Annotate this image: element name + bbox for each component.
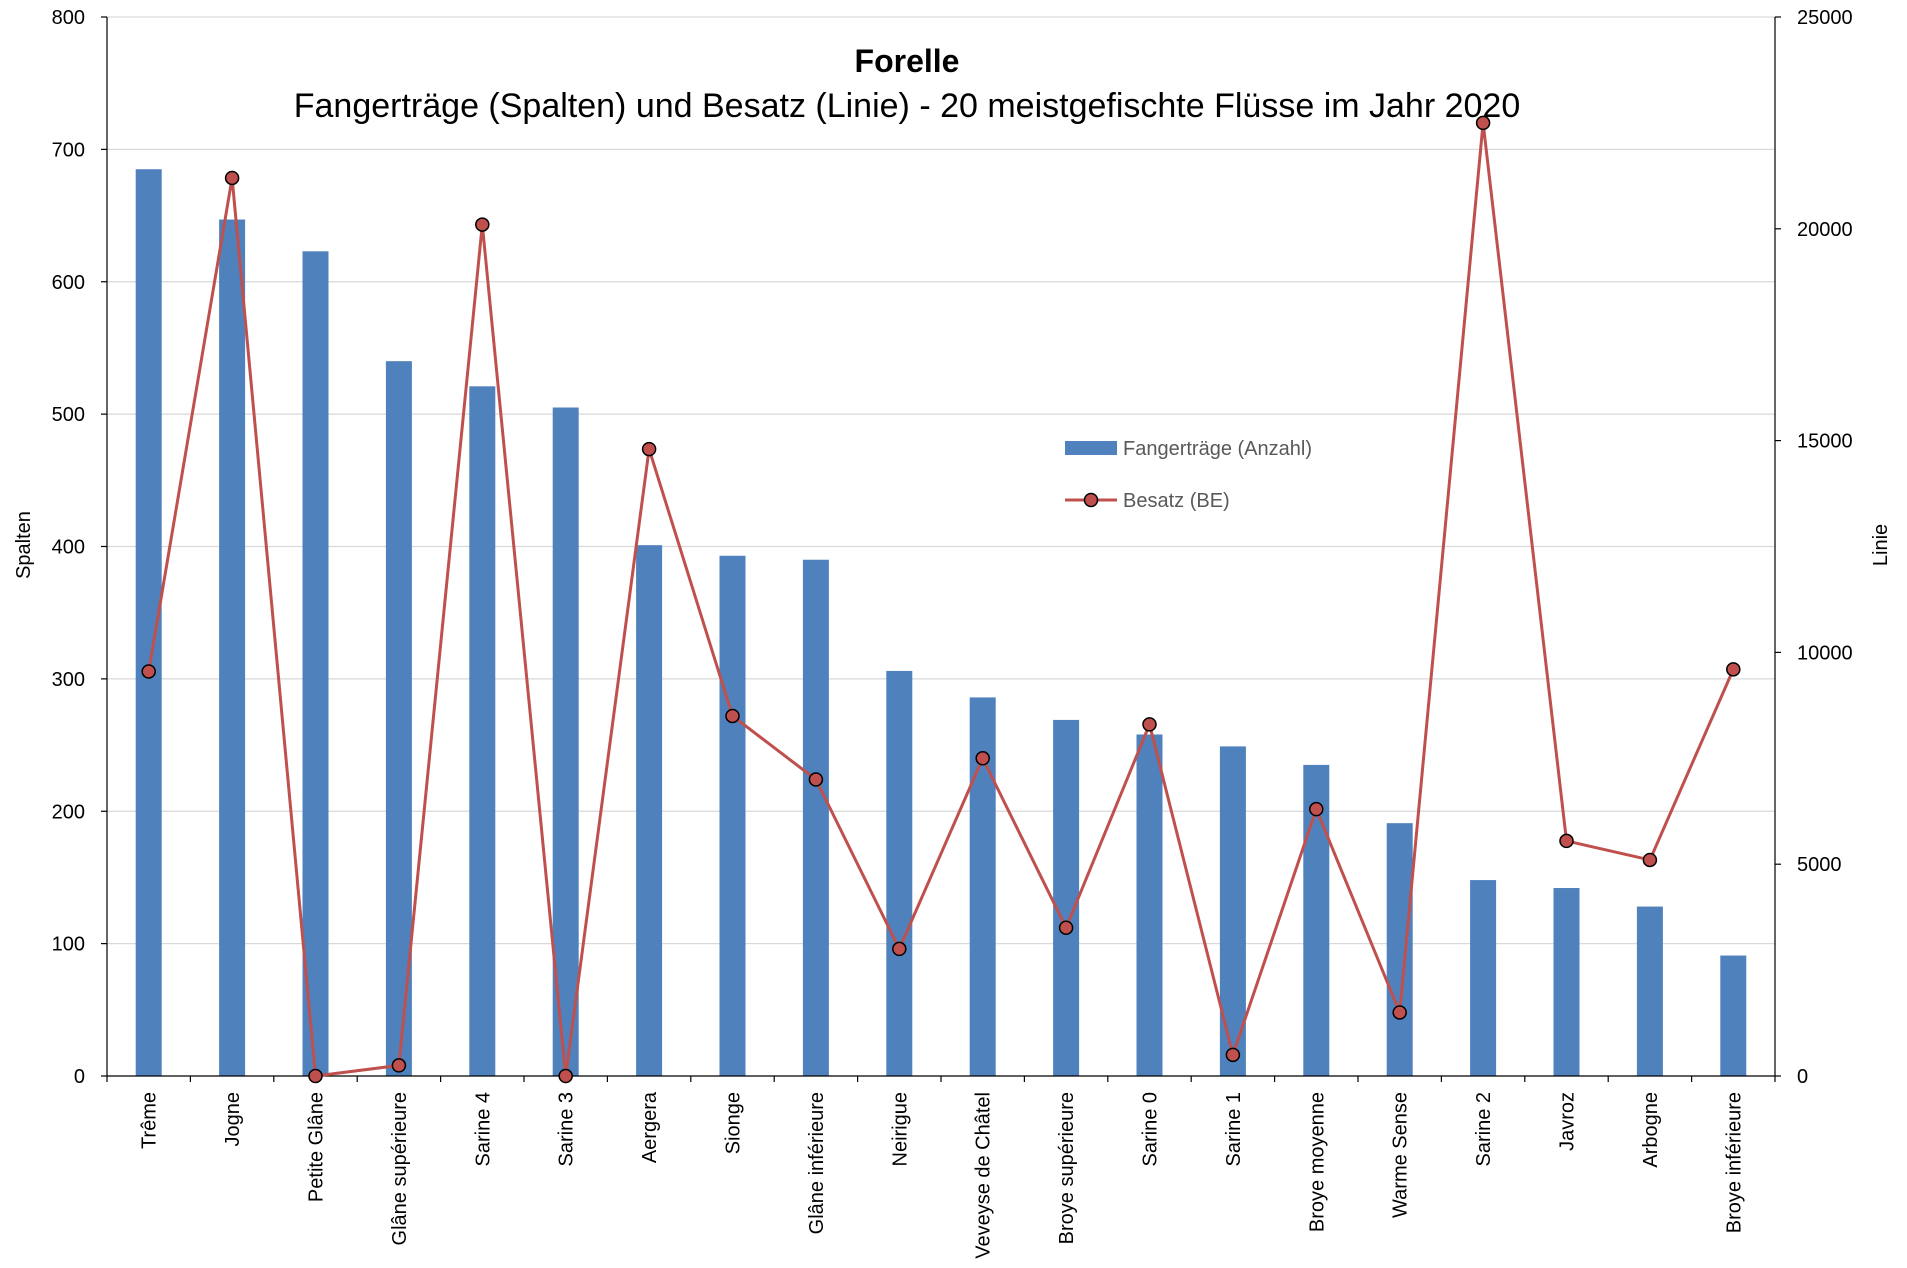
besatz-point-6: [641, 441, 657, 457]
bar-2: [302, 251, 329, 1076]
legend-label-bar: Fangerträge (Anzahl): [1123, 438, 1312, 460]
besatz-point-4: [475, 217, 490, 232]
chart-title: Forelle: [855, 43, 960, 79]
x-tick-label-6: Aergera: [639, 1091, 661, 1163]
bar-3: [385, 361, 412, 1076]
y-left-tick-label-2: 200: [52, 801, 85, 823]
x-tick-label-12: Sarine 0: [1140, 1092, 1162, 1167]
x-tick-label-1: Jogne: [222, 1092, 244, 1147]
bar-16: [1470, 880, 1497, 1076]
y-left-tick-label-6: 600: [52, 272, 85, 294]
y-right-tick-label-5: 25000: [1797, 7, 1853, 29]
x-tick-label-8: Glâne inférieure: [806, 1092, 828, 1234]
besatz-point-15: [1392, 1005, 1407, 1020]
y-axis-left-title: Spalten: [13, 511, 35, 579]
x-tick-label-5: Sarine 3: [556, 1092, 578, 1167]
x-tick-label-10: Veveyse de Châtel: [973, 1092, 995, 1259]
bar-series-fangertraege: [135, 169, 1747, 1077]
besatz-point-18: [1642, 852, 1658, 868]
bar-9: [886, 670, 913, 1076]
besatz-point-16: [1475, 115, 1491, 131]
x-tick-label-2: Petite Glâne: [306, 1092, 328, 1202]
besatz-point-5: [558, 1068, 573, 1084]
legend-swatch-marker: [1083, 492, 1099, 508]
besatz-point-3: [391, 1058, 407, 1073]
bar-14: [1303, 764, 1330, 1076]
besatz-point-1: [224, 170, 240, 186]
bar-8: [802, 559, 829, 1076]
y-right-tick-label-3: 15000: [1797, 431, 1853, 453]
bar-15: [1386, 823, 1413, 1076]
besatz-point-11: [1058, 920, 1074, 935]
x-tick-label-3: Glâne supérieure: [389, 1092, 411, 1245]
legend-swatch-bar: [1065, 441, 1117, 455]
axes: [101, 16, 1781, 1082]
besatz-point-8: [808, 772, 824, 787]
y-right-tick-label-1: 5000: [1797, 854, 1842, 876]
category-labels: Trême Jogne Petite Glâne Glâne supérieure Sa…: [139, 1091, 1746, 1259]
x-tick-label-19: Broye inférieure: [1723, 1092, 1745, 1233]
y-left-tick-label-4: 400: [52, 537, 85, 559]
bar-4: [469, 386, 496, 1076]
tick-labels: 0 100 200 300 400 500 600 700 800 0 5000 10000 15000…: [52, 7, 1853, 1088]
besatz-point-7: [725, 708, 740, 724]
y-left-tick-label-8: 800: [52, 7, 85, 29]
y-axis-right-title: Linie: [1870, 524, 1892, 566]
x-tick-label-13: Sarine 1: [1223, 1092, 1245, 1167]
y-left-tick-label-7: 700: [52, 139, 85, 161]
besatz-point-12: [1142, 717, 1157, 732]
besatz-point-10: [975, 751, 990, 766]
x-tick-label-9: Neirigue: [889, 1092, 911, 1166]
besatz-point-2: [308, 1068, 323, 1084]
y-right-tick-label-0: 0: [1797, 1066, 1808, 1088]
besatz-point-17: [1559, 833, 1574, 849]
y-left-tick-label-0: 0: [74, 1066, 85, 1088]
line-series-besatz: [141, 115, 1741, 1084]
bar-18: [1636, 906, 1663, 1076]
besatz-point-0: [141, 664, 156, 679]
x-tick-label-16: Sarine 2: [1473, 1092, 1495, 1167]
x-tick-label-15: Warme Sense: [1390, 1092, 1412, 1218]
x-tick-label-18: Arbogne: [1640, 1092, 1662, 1168]
y-left-tick-label-3: 300: [52, 669, 85, 691]
chart-subtitle: Fangerträge (Spalten) und Besatz (Linie)…: [294, 87, 1521, 125]
bar-7: [719, 555, 746, 1076]
besatz-point-14: [1309, 801, 1324, 817]
besatz-point-13: [1225, 1047, 1241, 1063]
legend: Fangerträge (Anzahl) Besatz (BE): [1065, 438, 1312, 512]
bar-6: [636, 545, 663, 1076]
bar-19: [1720, 955, 1747, 1076]
x-tick-label-7: Sionge: [723, 1092, 745, 1154]
bar-11: [1053, 719, 1080, 1076]
y-left-tick-label-5: 500: [52, 404, 85, 426]
x-tick-label-0: Trême: [139, 1092, 161, 1149]
y-left-tick-label-1: 100: [52, 934, 85, 956]
bar-1: [219, 219, 246, 1076]
legend-label-line: Besatz (BE): [1123, 490, 1230, 512]
y-right-tick-label-2: 10000: [1797, 642, 1853, 664]
bar-17: [1553, 888, 1580, 1076]
bar-12: [1136, 734, 1163, 1076]
x-tick-label-14: Broye moyenne: [1306, 1092, 1328, 1232]
gridlines: [107, 16, 1775, 945]
besatz-point-9: [892, 941, 907, 957]
x-tick-label-11: Broye supérieure: [1056, 1092, 1078, 1244]
besatz-line: [147, 121, 1735, 1078]
besatz-point-19: [1726, 662, 1741, 677]
x-tick-label-4: Sarine 4: [472, 1092, 494, 1167]
x-tick-label-17: Javroz: [1557, 1092, 1579, 1151]
y-right-tick-label-4: 20000: [1797, 219, 1853, 241]
bar-5: [552, 407, 579, 1077]
